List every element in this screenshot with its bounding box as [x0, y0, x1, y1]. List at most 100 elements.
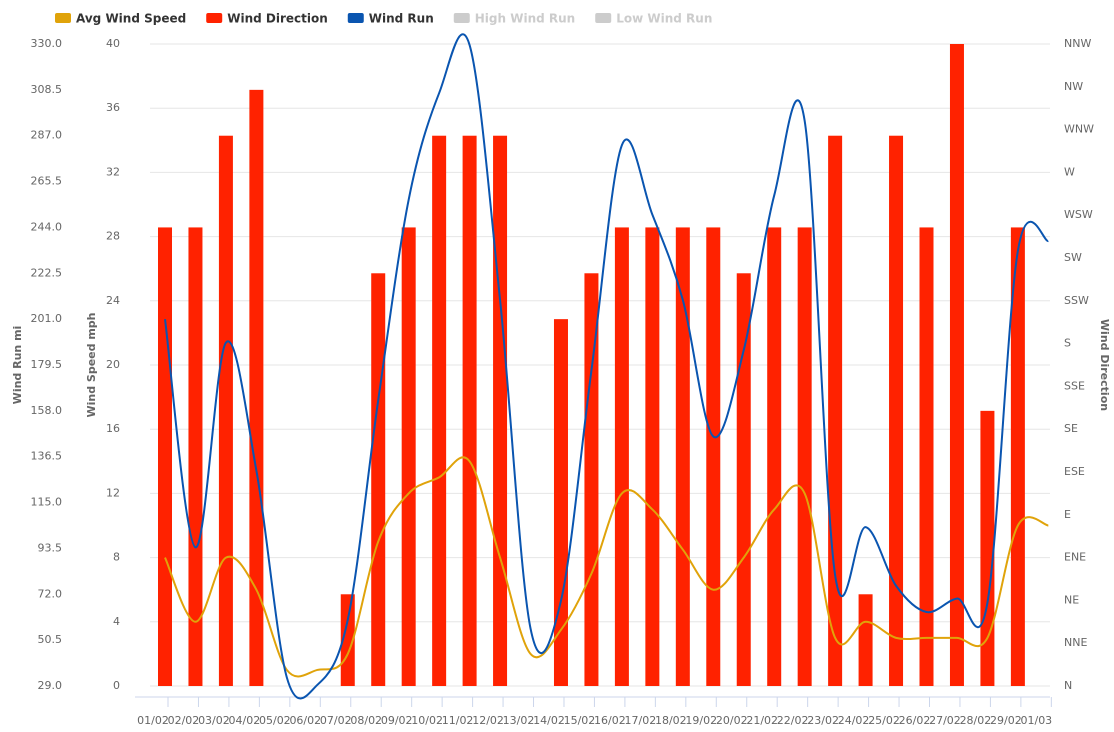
bar — [1010, 227, 1025, 686]
x-tick-label: 11/02 — [442, 714, 474, 727]
y3-tick-label: NE — [1064, 593, 1079, 606]
y3-tick-label: WSW — [1064, 208, 1093, 221]
x-tick-label: 05/02 — [259, 714, 291, 727]
y2-tick-label: 50.5 — [38, 633, 63, 646]
legend-swatch — [55, 13, 71, 23]
y2-tick-label: 29.0 — [38, 679, 63, 692]
y-tick-label: 24 — [106, 294, 120, 307]
bar — [462, 135, 477, 686]
x-tick-label: 18/02 — [655, 714, 687, 727]
bar — [858, 594, 873, 686]
bar — [645, 227, 660, 686]
y3-tick-label: NNE — [1064, 636, 1087, 649]
x-tick-label: 26/02 — [899, 714, 931, 727]
bar — [828, 135, 843, 686]
x-tick-label: 22/02 — [777, 714, 809, 727]
y3-tick-label: ENE — [1064, 551, 1086, 564]
x-tick-label: 04/02 — [229, 714, 261, 727]
legend-item[interactable]: Avg Wind Speed — [55, 12, 186, 26]
legend-swatch — [347, 13, 364, 23]
x-tick-label: 25/02 — [868, 714, 900, 727]
line — [164, 456, 1049, 678]
bar — [675, 227, 690, 686]
legend-label: High Wind Run — [475, 12, 575, 26]
bar — [949, 44, 964, 686]
x-tick-label: 21/02 — [746, 714, 778, 727]
bar — [340, 594, 355, 686]
y-tick-label: 20 — [106, 358, 120, 371]
y-tick-label: 28 — [106, 230, 120, 243]
y3-tick-label: SSE — [1064, 379, 1085, 392]
x-tick-label: 19/02 — [685, 714, 717, 727]
bar — [553, 319, 568, 686]
legend-item[interactable]: Wind Direction — [206, 12, 328, 26]
bar — [432, 135, 447, 686]
x-tick-label: 29/02 — [990, 714, 1022, 727]
y3-tick-label: E — [1064, 508, 1071, 521]
y-tick-label: 12 — [106, 486, 120, 499]
y-tick-label: 16 — [106, 422, 120, 435]
x-tick-label: 13/02 — [503, 714, 535, 727]
y3-tick-label: S — [1064, 337, 1071, 350]
y-tick-label: 8 — [113, 551, 120, 564]
bar — [614, 227, 629, 686]
legend-label: Avg Wind Speed — [76, 12, 186, 26]
bar — [158, 227, 172, 686]
y2-tick-label: 330.0 — [31, 37, 63, 50]
y-axis-title: Wind Speed mph — [85, 312, 98, 417]
x-tick-label: 07/02 — [320, 714, 352, 727]
y2-axis-title: Wind Run mi — [11, 326, 24, 405]
bar — [889, 135, 904, 686]
x-tick-label: 17/02 — [625, 714, 657, 727]
y3-tick-label: W — [1064, 165, 1075, 178]
legend-item[interactable]: High Wind Run — [453, 12, 575, 26]
x-tick-label: 23/02 — [807, 714, 839, 727]
y-tick-label: 36 — [106, 101, 120, 114]
x-tick-label: 06/02 — [289, 714, 321, 727]
legend-label: Low Wind Run — [616, 12, 712, 26]
bar — [188, 227, 203, 686]
x-tick-label: 03/02 — [198, 714, 230, 727]
bar — [919, 227, 934, 686]
legend-item[interactable]: Low Wind Run — [595, 12, 712, 26]
y3-tick-label: NW — [1064, 80, 1083, 93]
y2-tick-label: 158.0 — [31, 404, 63, 417]
bar — [493, 135, 508, 686]
y3-tick-label: NNW — [1064, 37, 1091, 50]
y2-tick-label: 72.0 — [38, 587, 63, 600]
x-tick-label: 12/02 — [472, 714, 504, 727]
x-tick-label: 16/02 — [594, 714, 626, 727]
y2-tick-label: 136.5 — [31, 450, 63, 463]
y3-tick-label: ESE — [1064, 465, 1085, 478]
y2-tick-label: 179.5 — [31, 358, 63, 371]
x-tick-label: 28/02 — [960, 714, 992, 727]
y-tick-label: 4 — [113, 615, 120, 628]
y-tick-label: 40 — [106, 37, 120, 50]
legend-swatch — [595, 13, 612, 23]
x-tick-label: 09/02 — [381, 714, 413, 727]
bar — [767, 227, 782, 686]
legend-item[interactable]: Wind Run — [347, 12, 434, 26]
y3-tick-label: SW — [1064, 251, 1082, 264]
x-tick-label: 20/02 — [716, 714, 748, 727]
legend-label: Wind Run — [369, 12, 434, 26]
y3-tick-label: WNW — [1064, 123, 1094, 136]
x-tick-label: 24/02 — [838, 714, 870, 727]
y2-tick-label: 265.5 — [31, 175, 63, 188]
y2-tick-label: 201.0 — [31, 312, 63, 325]
y2-tick-label: 244.0 — [31, 220, 63, 233]
x-tick-label: 10/02 — [411, 714, 443, 727]
y-tick-label: 0 — [113, 679, 120, 692]
bar — [218, 135, 233, 686]
y3-tick-label: SE — [1064, 422, 1078, 435]
y3-tick-label: N — [1064, 679, 1072, 692]
legend-label: Wind Direction — [227, 12, 328, 26]
legend-swatch — [453, 13, 470, 23]
bar — [371, 273, 386, 686]
line — [164, 33, 1050, 700]
y2-tick-label: 308.5 — [31, 83, 63, 96]
x-tick-label: 27/02 — [929, 714, 961, 727]
x-tick-label: 08/02 — [350, 714, 382, 727]
x-tick-label: 02/02 — [168, 714, 200, 727]
